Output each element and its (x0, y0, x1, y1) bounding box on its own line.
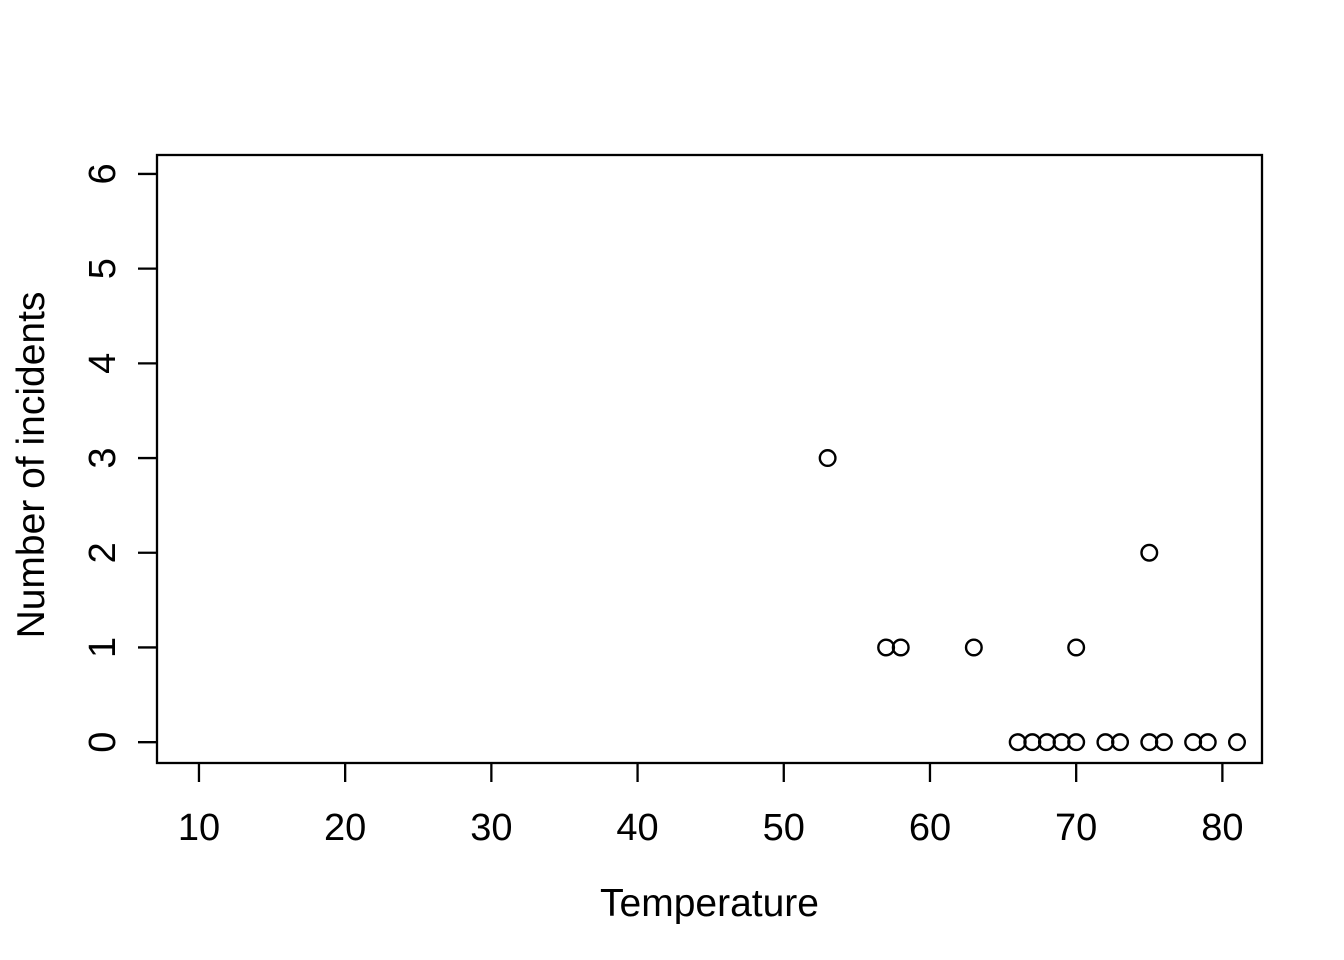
x-axis: 10 20 30 40 50 60 70 80 (178, 763, 1244, 849)
x-tick-label: 10 (178, 807, 220, 849)
data-point (1037, 733, 1056, 752)
y-axis: 0 1 2 3 4 5 6 (82, 163, 157, 753)
y-tick-label: 3 (82, 447, 124, 468)
data-point (1067, 638, 1086, 657)
data-point (818, 449, 837, 468)
y-tick-label: 5 (82, 258, 124, 279)
x-tick-label: 20 (324, 807, 366, 849)
data-point (1052, 733, 1071, 752)
data-point (1198, 733, 1217, 752)
data-point (1184, 733, 1203, 752)
x-tick-label: 70 (1055, 807, 1097, 849)
data-point (1140, 733, 1159, 752)
x-tick-label: 30 (470, 807, 512, 849)
x-tick-label: 60 (909, 807, 951, 849)
data-point (1140, 543, 1159, 562)
x-tick-label: 80 (1201, 807, 1243, 849)
x-tick-label: 40 (616, 807, 658, 849)
x-tick-label: 50 (763, 807, 805, 849)
x-axis-title: Temperature (600, 882, 819, 925)
y-tick-label: 1 (82, 637, 124, 658)
y-tick-label: 0 (82, 732, 124, 753)
data-point (1008, 733, 1027, 752)
data-point (1096, 733, 1115, 752)
data-point (1154, 733, 1173, 752)
plot-box (155, 153, 1264, 765)
data-point (1227, 733, 1246, 752)
y-tick-label: 6 (82, 163, 124, 184)
data-point (891, 638, 910, 657)
data-point (1067, 733, 1086, 752)
data-points (818, 449, 1246, 752)
data-point (964, 638, 983, 657)
data-point (1023, 733, 1042, 752)
y-tick-label: 2 (82, 542, 124, 563)
data-point (877, 638, 896, 657)
y-tick-label: 4 (82, 353, 124, 374)
y-axis-title: Number of incidents (10, 292, 53, 639)
data-point (1111, 733, 1130, 752)
